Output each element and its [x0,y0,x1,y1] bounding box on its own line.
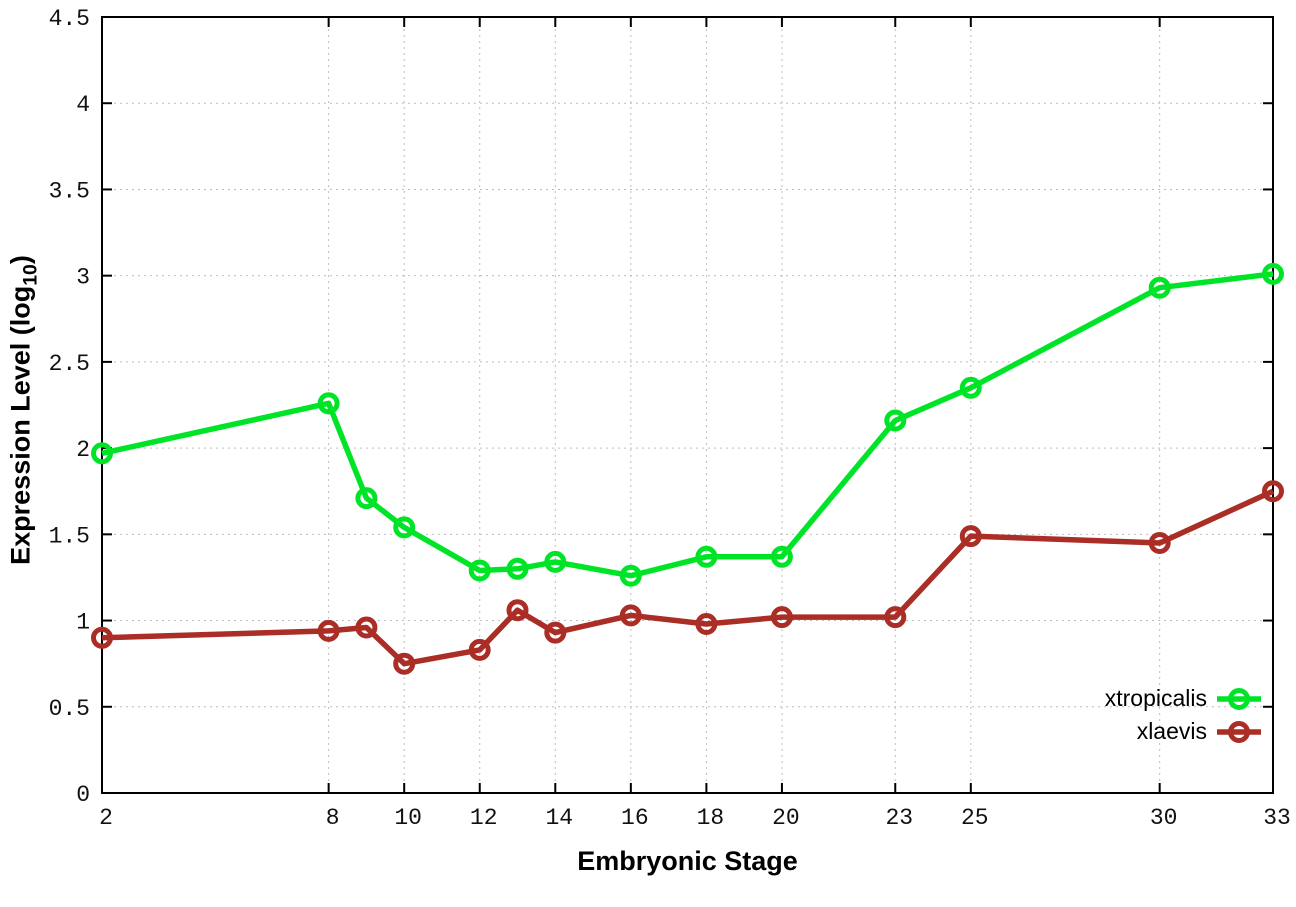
legend-circle [1228,720,1250,743]
data-point-xtropicalis [468,559,491,582]
data-point-xtropicalis [770,545,793,568]
data-point-xlaevis [91,626,113,649]
x-tick-label: 10 [394,805,422,831]
series-xlaevis [91,480,1284,675]
legend: xtropicalis xlaevis [1105,682,1262,748]
series-xtropicalis [91,262,1284,587]
y-tick-label: 2 [76,437,90,463]
x-tick-label: 33 [1263,805,1291,831]
legend-marker-xtropicalis [1217,687,1261,710]
data-point-xtropicalis [393,516,416,539]
y-tick-label: 1 [76,610,90,636]
legend-circle [1228,687,1250,710]
x-axis-label: Embryonic Stage [577,846,798,876]
x-tick-label: 23 [885,805,913,831]
data-point-xlaevis [1148,532,1171,554]
data-point-xtropicalis [884,409,907,432]
y-axis-label-text: Expression Level (log [5,285,36,565]
legend-label-xlaevis: xlaevis [1136,718,1207,744]
tick-marks [101,16,1274,794]
data-point-xtropicalis [1262,262,1284,285]
data-point-xlaevis [317,619,340,642]
data-point-xtropicalis [355,487,378,510]
x-tick-label: 14 [545,805,573,831]
legend-marker-xlaevis [1217,720,1261,743]
y-tick-label: 3 [76,265,90,291]
data-point-xlaevis [884,606,907,629]
data-point-xlaevis [468,638,491,661]
y-tick-label: 4 [76,92,90,118]
x-tick-label: 2 [99,805,113,831]
data-point-xlaevis [506,599,529,622]
data-point-xlaevis [544,621,567,644]
x-tick-label: 25 [961,805,989,831]
x-tick-label: 8 [326,805,340,831]
data-point-xtropicalis [544,550,567,573]
legend-label-xtropicalis: xtropicalis [1104,685,1207,711]
data-point-xtropicalis [959,376,982,399]
data-point-xtropicalis [506,557,529,580]
data-point-xtropicalis [1148,276,1171,299]
x-tick-label: 12 [470,805,498,831]
series-line-xlaevis [101,488,1275,667]
gridlines [101,16,1274,794]
y-tick-label: 2.5 [49,351,90,377]
series-line-xtropicalis [101,271,1274,579]
y-axis-label-suffix: ) [5,255,36,265]
y-tick-label: 1.5 [49,523,90,549]
tick-labels: 0 0.5 1 1.5 2 2.5 3 3.5 4 4.5 2 8 10 12 14 16 18 20 23 25 30… [49,6,1291,831]
data-point-xtropicalis [695,545,718,568]
data-point-xlaevis [619,604,642,627]
y-axis-label-subscript: 10 [19,264,42,286]
y-tick-label: 4.5 [49,6,90,32]
data-point-xlaevis [1262,480,1284,503]
data-point-xtropicalis [91,442,113,465]
data-point-xtropicalis [619,564,642,587]
legend-item-xlaevis: xlaevis [1105,715,1262,748]
data-point-xtropicalis [317,392,340,415]
x-tick-label: 30 [1150,805,1178,831]
legend-item-xtropicalis: xtropicalis [1105,682,1262,715]
data-point-xlaevis [355,616,378,639]
data-point-xlaevis [695,613,718,635]
y-tick-label: 3.5 [49,178,90,204]
data-point-xlaevis [770,606,793,629]
y-tick-label: 0.5 [49,696,90,722]
x-tick-label: 16 [621,805,649,831]
y-axis-label: Expression Level (log10) [6,255,43,565]
y-tick-label: 0 [76,782,90,808]
x-tick-label: 18 [697,805,725,831]
plot-border [101,16,1274,794]
x-tick-label: 20 [772,805,800,831]
data-point-xlaevis [959,525,982,548]
data-point-xlaevis [393,652,416,675]
